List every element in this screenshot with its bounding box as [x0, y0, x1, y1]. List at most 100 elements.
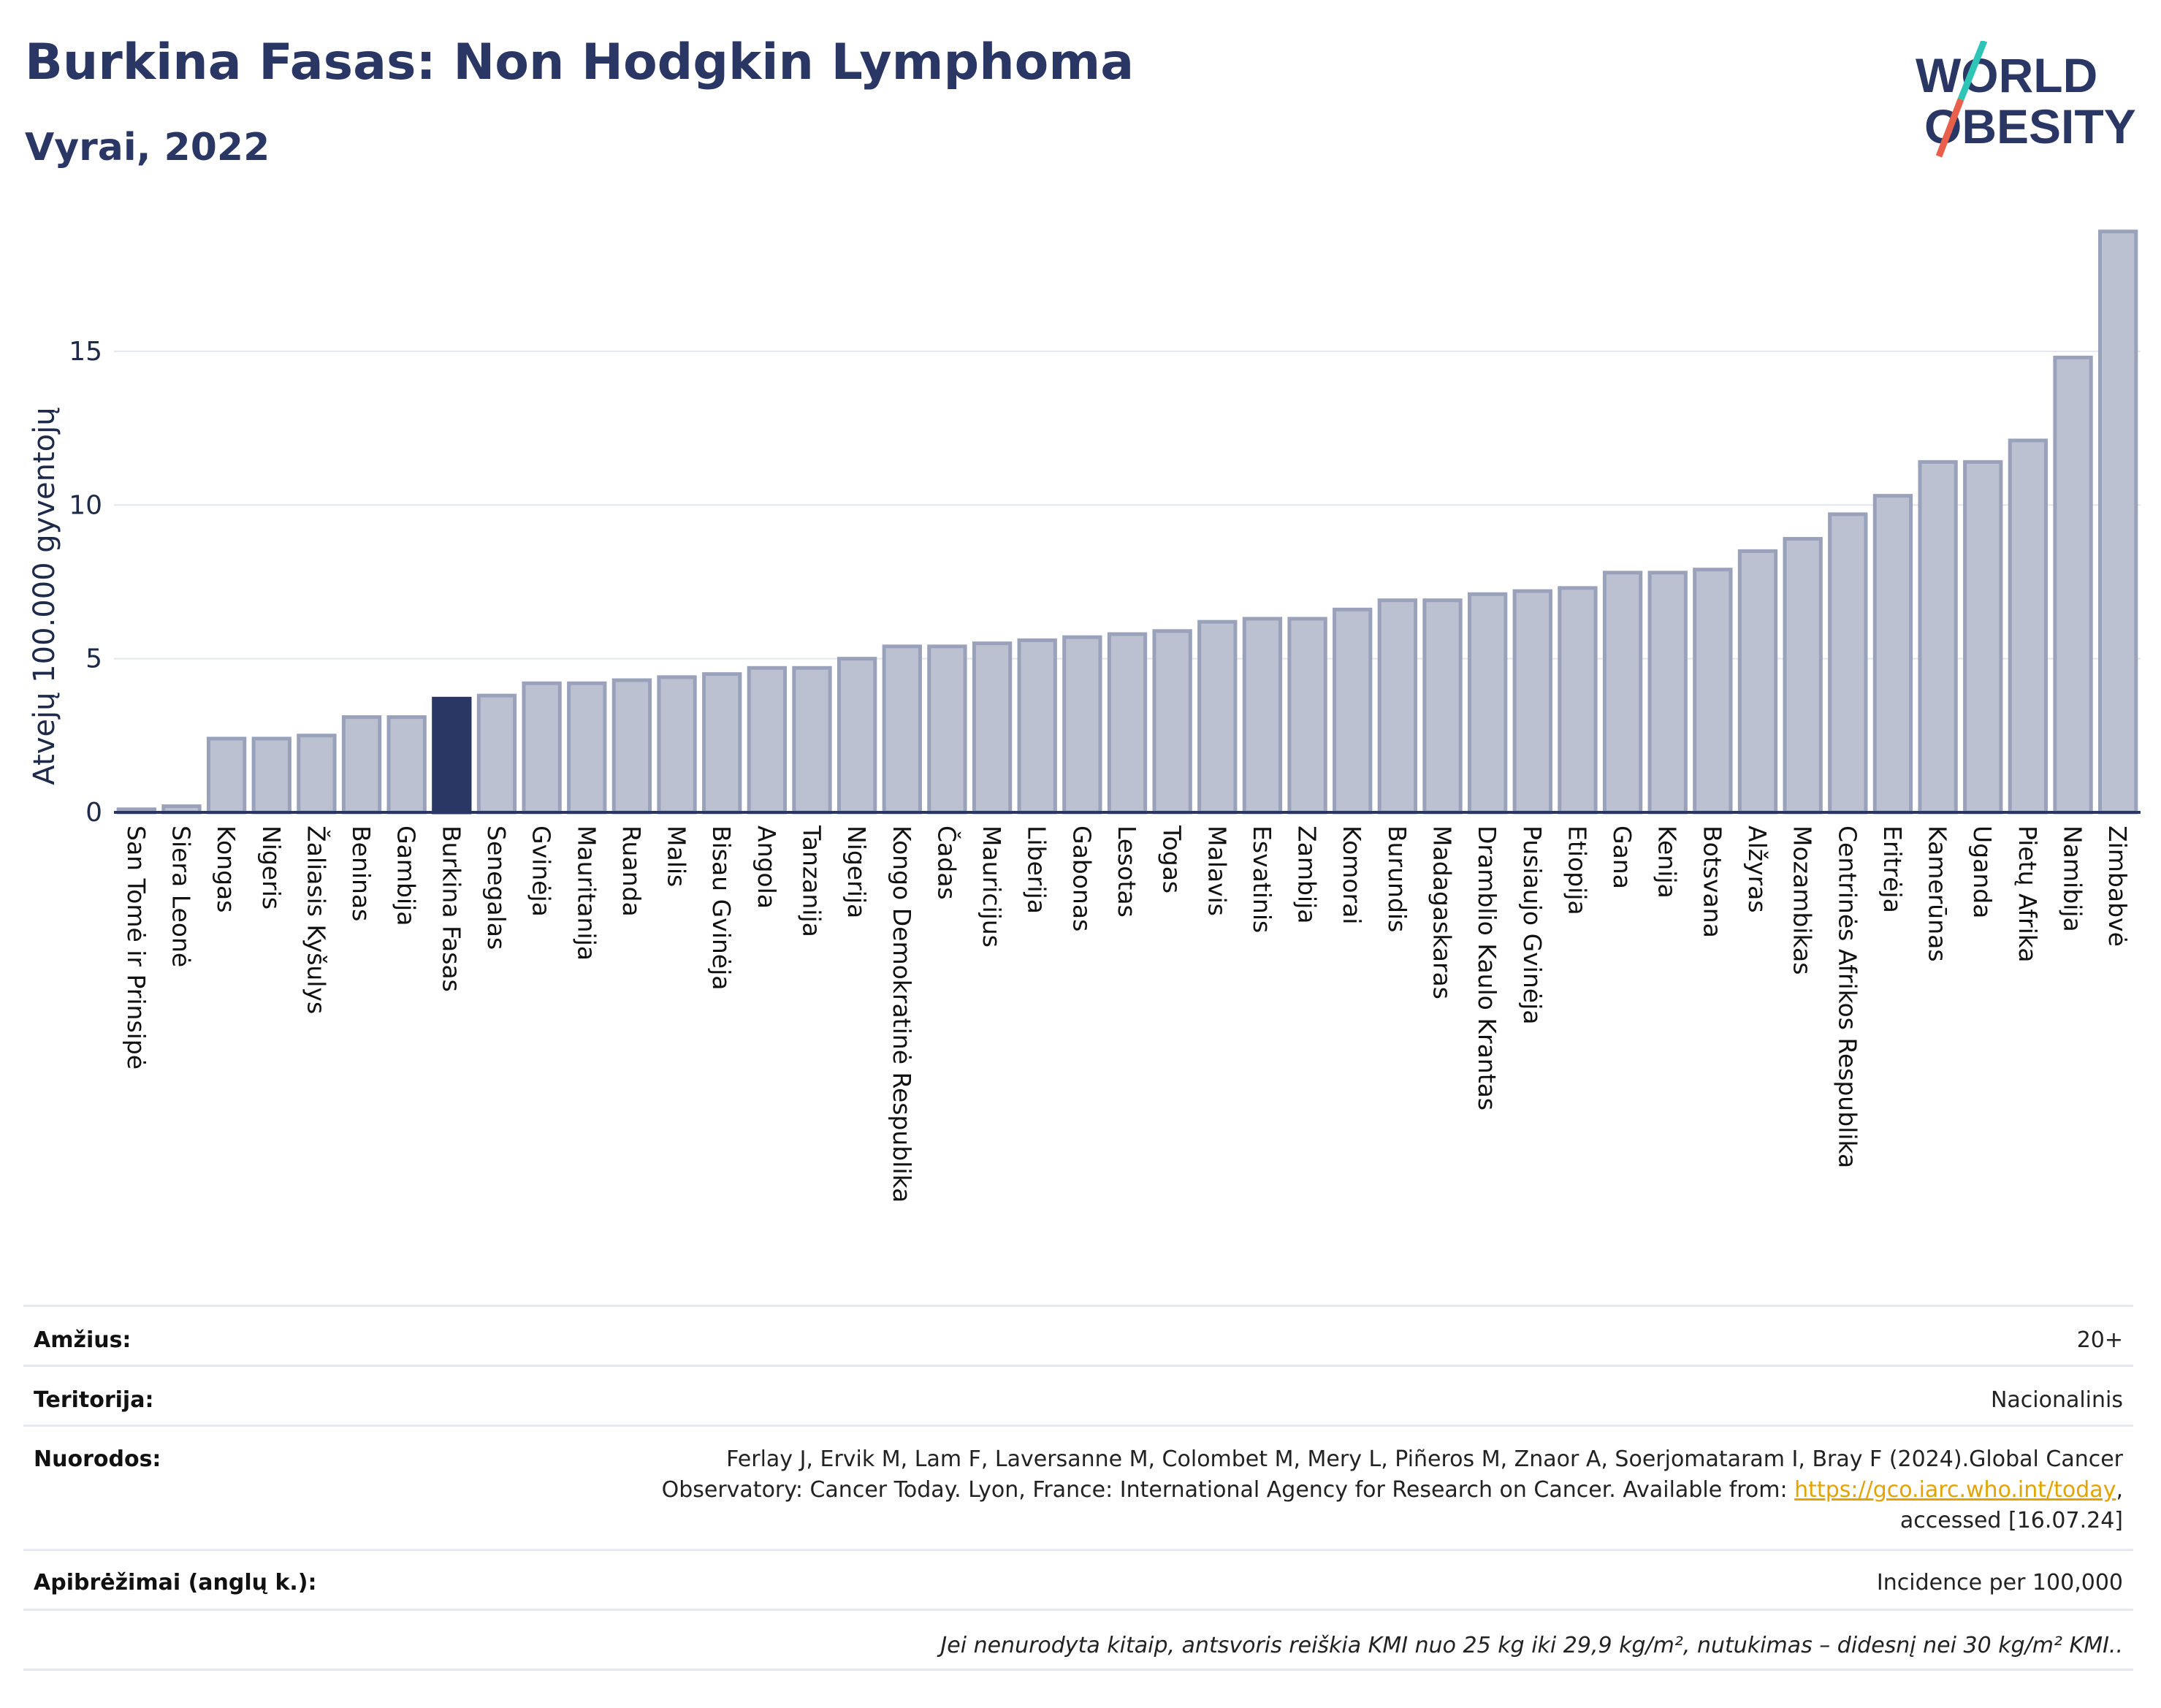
x-tick-label: San Tomė ir Prinsipė: [122, 826, 150, 1070]
bar: [1467, 592, 1508, 815]
bar: [522, 681, 562, 815]
bar: [341, 715, 382, 815]
x-tick-label: Gambija: [392, 826, 421, 926]
x-tick-label: Lesotas: [1113, 826, 1141, 918]
bar: [972, 641, 1013, 815]
age-value: 20+: [2076, 1327, 2123, 1353]
bar: [1558, 586, 1598, 815]
x-tick-label: Beninas: [347, 826, 376, 921]
territory-row: Teritorija: Nacionalinis: [23, 1365, 2133, 1425]
bar: [1963, 460, 2003, 815]
bar-chart: 0 5 10 15 Atvejų 100.000 gyventojų San Tomė i…: [28, 229, 2141, 1202]
x-tick-label: Mauricijus: [977, 826, 1006, 948]
x-tick-label: Kamerūnas: [1924, 826, 1952, 962]
y-tick-label: 15: [69, 337, 102, 367]
y-tick-label: 0: [85, 798, 102, 828]
x-tick-label: Bisau Gvinėja: [707, 826, 736, 991]
bar: [611, 678, 652, 815]
y-axis-title: Atvejų 100.000 gyventojų: [28, 407, 61, 785]
references-value: Ferlay J, Ervik M, Lam F, Laversanne M, …: [662, 1444, 2133, 1536]
x-tick-label: Gvinėja: [527, 826, 556, 917]
references-line2-suffix: ,: [2116, 1477, 2123, 1503]
x-tick-label: Kongo Demokratinė Respublika: [888, 826, 916, 1202]
bar: [882, 644, 922, 815]
bar: [657, 675, 697, 815]
x-tick-label: Ruanda: [617, 826, 646, 917]
age-label: Amžius:: [34, 1327, 132, 1353]
definitions-value: Incidence per 100,000: [1876, 1570, 2123, 1595]
definitions-row: Apibrėžimai (anglų k.): Incidence per 10…: [23, 1549, 2133, 1609]
x-tick-label: Liberija: [1023, 826, 1051, 914]
x-tick-label: Komorai: [1338, 826, 1366, 924]
bar: [386, 715, 427, 815]
bar: [1333, 607, 1373, 815]
x-tick-label: Nigeris: [257, 826, 286, 910]
x-tick-label: Tanzanija: [797, 825, 826, 937]
bar: [1287, 617, 1327, 815]
references-line1: Ferlay J, Ervik M, Lam F, Laversanne M, …: [726, 1446, 2123, 1472]
bar: [476, 693, 517, 815]
x-tick-label: Nigerija: [842, 826, 871, 918]
bar: [1197, 619, 1238, 815]
logo-line1: WORLD: [1916, 48, 2097, 102]
page-subtitle: Vyrai, 2022: [25, 126, 270, 169]
x-tick-label: Pietų Afrika: [2013, 826, 2042, 963]
bar: [747, 666, 788, 815]
bar: [1602, 571, 1643, 815]
footnote: Jei nenurodyta kitaip, antsvoris reiškia…: [940, 1633, 2123, 1658]
x-tick-label: Botsvana: [1698, 826, 1726, 938]
age-row: Amžius: 20+: [23, 1305, 2133, 1365]
x-tick-label: Malavis: [1203, 826, 1231, 916]
bar: [1693, 568, 1733, 815]
bar: [1647, 571, 1688, 815]
x-tick-label: Žaliasis Kyšulys: [302, 826, 331, 1014]
y-tick-label: 10: [69, 490, 102, 520]
bar: [2053, 355, 2093, 815]
references-link[interactable]: https://gco.iarc.who.int/today: [1794, 1477, 2116, 1503]
x-tick-label: Alžyras: [1743, 826, 1772, 913]
bar: [702, 672, 742, 815]
bar: [1377, 598, 1418, 815]
bar: [1152, 629, 1192, 815]
x-tick-label: Dramblio Kaulo Krantas: [1473, 826, 1501, 1110]
bar: [567, 681, 607, 815]
x-tick-label: Kenija: [1653, 826, 1682, 899]
bar: [251, 736, 291, 815]
bar: [1242, 617, 1283, 815]
note-row: Jei nenurodyta kitaip, antsvoris reiškia…: [23, 1609, 2133, 1669]
info-table: Amžius: 20+ Teritorija: Nacionalinis Nuo…: [23, 1305, 2133, 1671]
bar: [1783, 537, 1823, 815]
x-tick-label: Uganda: [1968, 826, 1997, 918]
bar: [1828, 512, 1868, 815]
x-tick-label: Centrinės Afrikos Respublika: [1833, 826, 1861, 1168]
x-tick-label: Angola: [752, 826, 781, 909]
logo-slash-red: [1935, 98, 1964, 158]
bar: [927, 644, 967, 815]
territory-value: Nacionalinis: [1990, 1387, 2123, 1413]
bottom-divider: [23, 1669, 2133, 1671]
x-tick-label: Zimbabvė: [2103, 826, 2132, 947]
y-tick-label: 5: [85, 644, 102, 674]
x-tick-label: Kongas: [212, 826, 240, 912]
x-tick-label: Madagaskaras: [1428, 826, 1457, 999]
bar: [1737, 549, 1778, 815]
x-tick-label: Togas: [1158, 825, 1186, 893]
x-tick-label: Malis: [663, 826, 691, 887]
x-tick-label: Pusiaujo Gvinėja: [1518, 826, 1547, 1024]
bar: [1062, 635, 1102, 815]
bar: [2098, 229, 2138, 815]
x-tick-label: Gabonas: [1067, 826, 1096, 931]
x-tick-label: Mozambikas: [1788, 826, 1817, 975]
x-tick-label: Burkina Fasas: [437, 826, 465, 992]
x-tick-label: Senegalas: [482, 826, 511, 950]
x-tick-label: Etiopija: [1563, 826, 1591, 915]
logo-slash-teal: [1957, 41, 1988, 101]
bar: [1017, 638, 1057, 815]
world-obesity-logo: WORLD OBESITY: [1916, 41, 2136, 158]
bar: [206, 736, 247, 815]
bar: [1422, 598, 1463, 815]
page-title: Burkina Fasas: Non Hodgkin Lymphoma: [25, 34, 1135, 91]
bar: [432, 696, 472, 815]
x-tick-label: Burundis: [1383, 826, 1411, 932]
definitions-label: Apibrėžimai (anglų k.):: [34, 1570, 317, 1595]
